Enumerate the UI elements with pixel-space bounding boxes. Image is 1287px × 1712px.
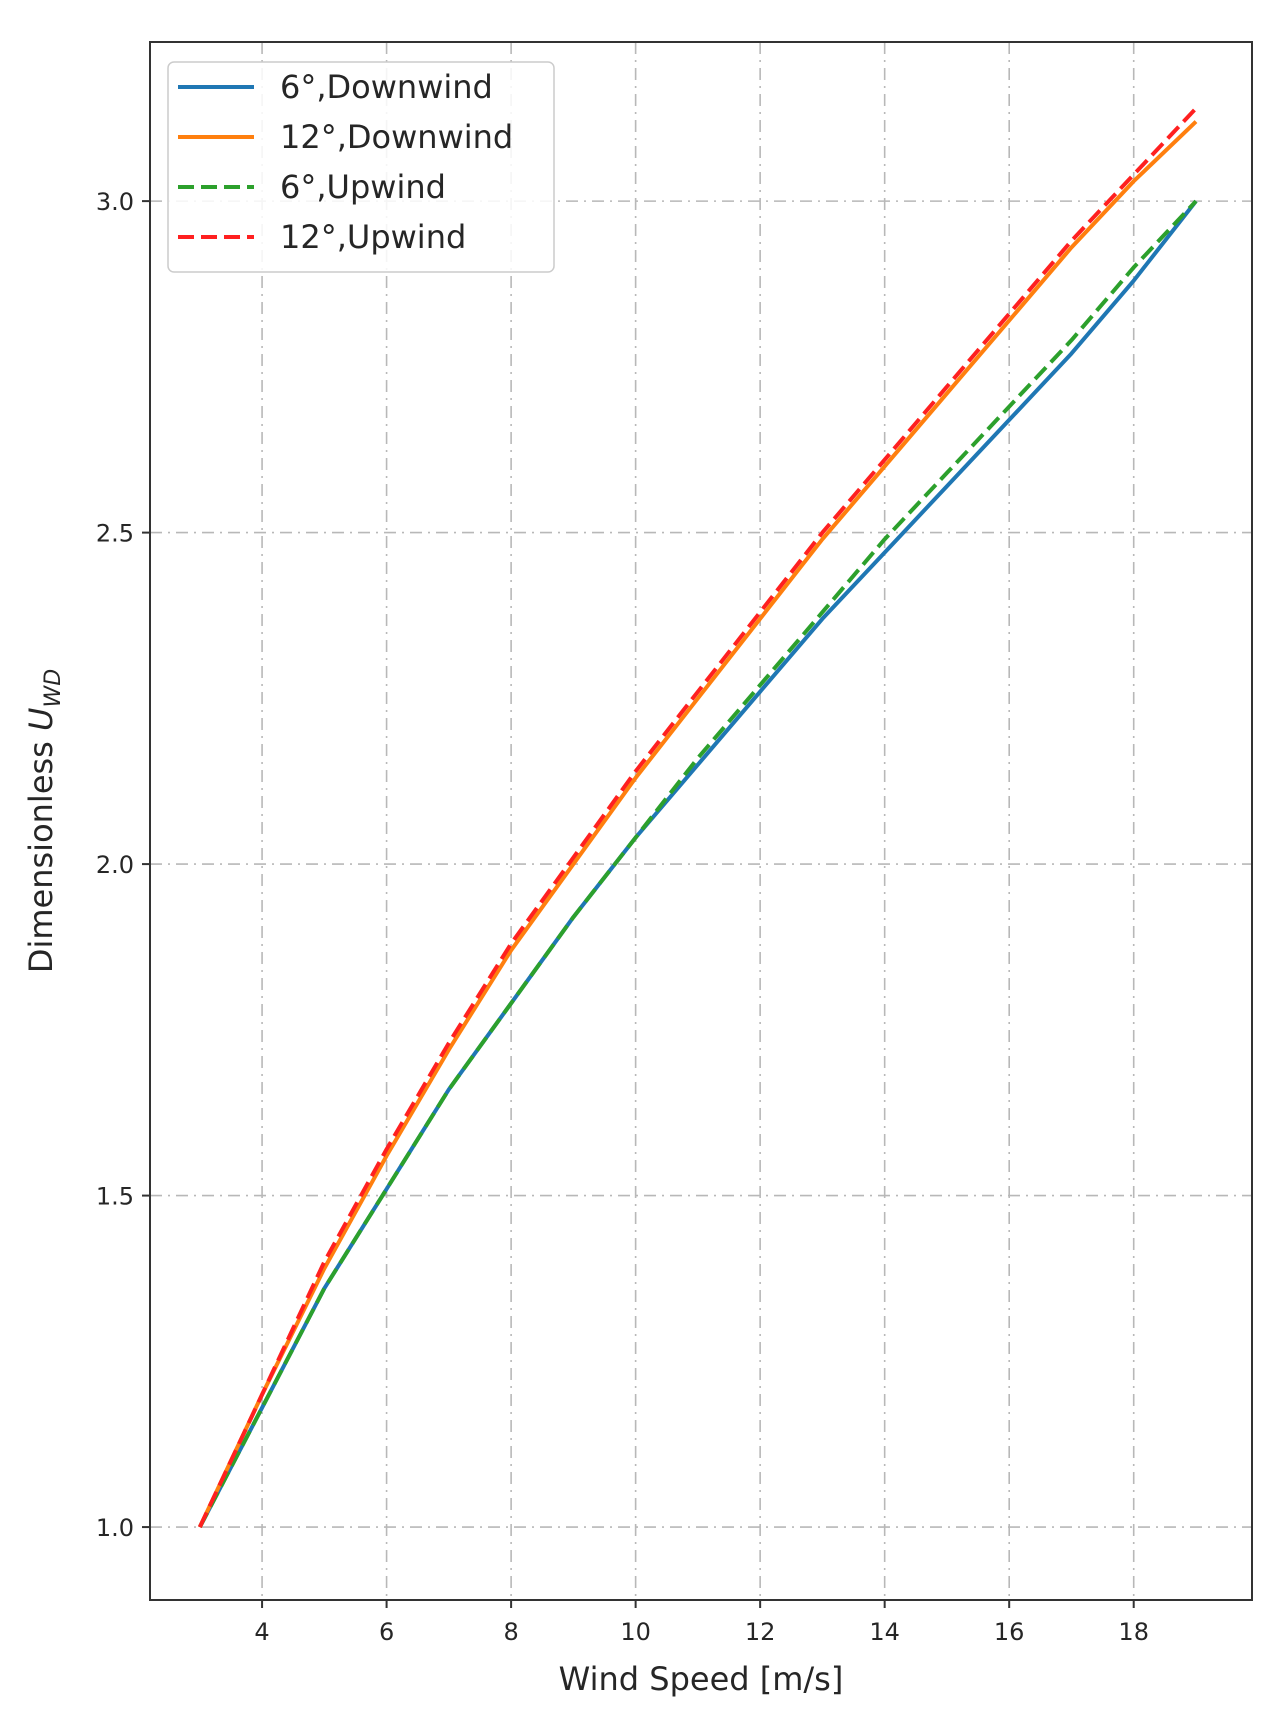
y-axis-label-subscript: WD [41, 669, 66, 708]
grid [150, 42, 1252, 1600]
x-tick-label: 10 [620, 1618, 651, 1646]
y-tick-label: 1.0 [96, 1514, 134, 1542]
series-lines [197, 106, 1198, 1529]
x-axis-label: Wind Speed [m/s] [559, 1660, 844, 1698]
legend: 6°,Downwind 12°,Downwind 6°,Upwind 12°,Upwi… [167, 61, 555, 273]
y-tick-label: 2.0 [96, 851, 134, 879]
y-axis-label: Dimensionless UWD [22, 669, 66, 973]
x-tick-label: 6 [379, 1618, 394, 1646]
x-tick-label: 8 [503, 1618, 518, 1646]
series-line-3 [198, 199, 1198, 1529]
series-line-2 [197, 120, 1198, 1528]
series-line-4 [197, 106, 1198, 1528]
x-tick-label: 16 [994, 1618, 1025, 1646]
legend-label-1: 6°,Downwind [280, 68, 493, 106]
plot-frame [149, 41, 1253, 1601]
x-tick-label: 18 [1118, 1618, 1149, 1646]
y-tick-label: 3.0 [96, 188, 134, 216]
legend-label-4: 12°,Upwind [280, 218, 466, 256]
legend-label-2: 12°,Downwind [280, 118, 513, 156]
x-tick-label: 14 [869, 1618, 900, 1646]
legend-box [167, 61, 555, 273]
y-axis-label-text: Dimensionless [22, 731, 60, 973]
legend-label-3: 6°,Upwind [280, 168, 446, 206]
y-tick-label: 1.5 [96, 1183, 134, 1211]
x-tick-label: 12 [745, 1618, 776, 1646]
axis-ticks: 4 6 8 10 12 14 16 18 1.0 1.5 2.0 2.5 3.0 [96, 188, 1149, 1646]
y-axis-label-symbol: U [22, 708, 60, 731]
y-tick-label: 2.5 [96, 520, 134, 548]
x-tick-label: 4 [254, 1618, 269, 1646]
